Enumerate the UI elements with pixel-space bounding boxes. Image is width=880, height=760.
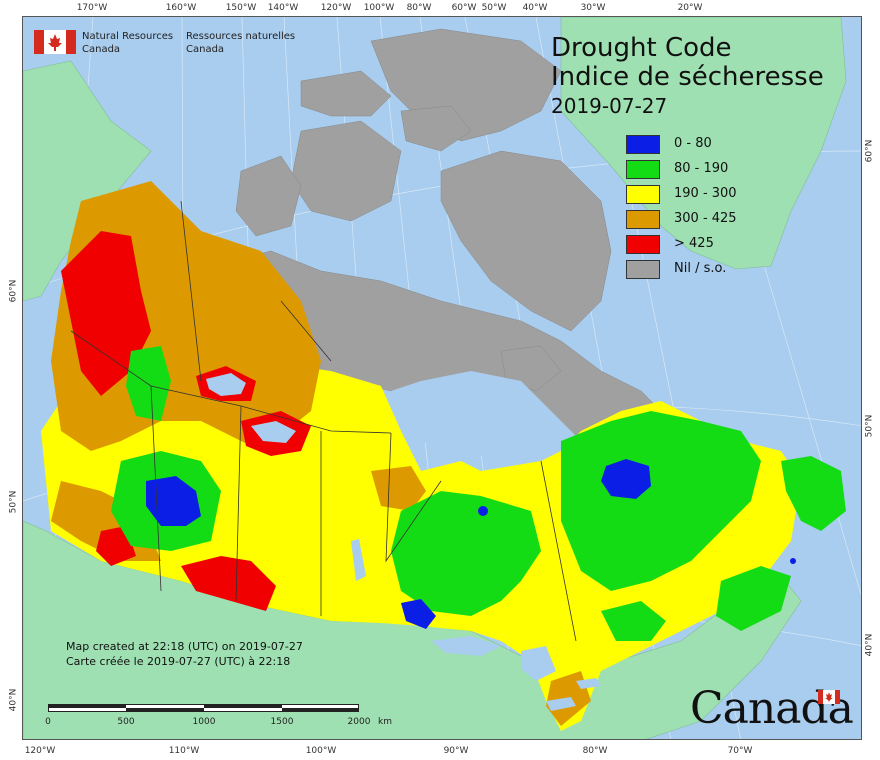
left-tick: 60°N [8, 279, 19, 303]
scale-segment [126, 708, 204, 712]
scale-label: 1500 [270, 717, 294, 727]
legend-label: 80 - 190 [674, 161, 729, 176]
ellesmere-island [370, 28, 562, 142]
bottom-tick: 110°W [168, 746, 200, 756]
baffin-island [440, 150, 612, 332]
top-tick: 30°W [580, 3, 606, 13]
title-en: Drought Code [551, 33, 732, 63]
map-title: Drought Code Indice de sécheresse 2019-0… [551, 34, 824, 120]
southampton-island [500, 345, 562, 392]
top-tick: 160°W [165, 3, 197, 13]
top-tick: 60°W [451, 3, 477, 13]
lake-superior [431, 636, 501, 656]
lake-winnipeg [351, 539, 366, 581]
scale-segment [282, 708, 359, 712]
agency-name-fr: Ressources naturelles Canada [186, 30, 295, 56]
zone-0-80-ontario [401, 599, 436, 629]
agency-en-line2: Canada [82, 44, 121, 55]
scale-segment [204, 704, 282, 708]
zone-80-190-maritimes [716, 566, 791, 631]
legend-swatch [626, 260, 660, 279]
scale-label: 0 [45, 717, 51, 727]
zone-gt-425-yukon [61, 231, 151, 396]
drought-zones [41, 181, 846, 731]
agency-name-en: Natural Resources Canada [82, 30, 173, 56]
top-tick: 20°W [677, 3, 703, 13]
legend-swatch [626, 160, 660, 179]
zone-gt-425-alberta-sask [181, 556, 276, 611]
zone-80-190-labrador [781, 456, 846, 531]
right-tick: 40°N [864, 633, 875, 657]
zone-80-190-ontario [391, 491, 541, 616]
banks-island [235, 155, 302, 237]
scale-unit: km [378, 717, 392, 727]
top-tick: 80°W [406, 3, 432, 13]
bottom-tick: 70°W [727, 746, 753, 756]
canada-flag-icon [34, 30, 76, 54]
legend-label: Nil / s.o. [674, 261, 727, 276]
arctic-no-data [230, 28, 662, 442]
legend-label: 0 - 80 [674, 136, 712, 151]
zone-80-190-south-ontario [601, 601, 666, 641]
top-tick: 150°W [225, 3, 257, 13]
title-fr: Indice de sécheresse [551, 62, 824, 92]
creation-note-en: Map created at 22:18 (UTC) on 2019-07-27 [66, 640, 303, 653]
scale-label: 2000 [347, 717, 371, 727]
left-tick: 40°N [8, 688, 19, 712]
legend-swatch [626, 185, 660, 204]
non-canada-land [23, 17, 847, 739]
lake-erie [546, 697, 576, 711]
victoria-island [290, 120, 402, 222]
canada-wordmark: Canada [690, 684, 854, 734]
zone-0-80-quebec [601, 459, 651, 499]
zone-80-190-quebec [561, 411, 761, 591]
parry-islands [300, 70, 392, 117]
bottom-tick: 90°W [443, 746, 469, 756]
zone-300-425-nw-ontario [371, 466, 426, 511]
agency-en-line1: Natural Resources [82, 31, 174, 42]
scale-label: 500 [117, 717, 135, 727]
agency-fr-line2: Canada [186, 44, 225, 55]
legend-swatch [626, 210, 660, 229]
creation-note: Map created at 22:18 (UTC) on 2019-07-27… [66, 639, 303, 669]
drought-map [23, 17, 861, 739]
map-date: 2019-07-27 [551, 94, 668, 118]
devon-island [400, 105, 472, 152]
bottom-tick: 120°W [24, 746, 56, 756]
bottom-tick: 80°W [582, 746, 608, 756]
zone-0-80-spot [790, 558, 796, 564]
left-tick: 50°N [8, 490, 19, 514]
top-tick: 40°W [522, 3, 548, 13]
legend-swatch [626, 235, 660, 254]
top-tick: 120°W [320, 3, 352, 13]
agency-fr-line1: Ressources naturelles [186, 31, 296, 42]
legend-swatch [626, 135, 660, 154]
creation-note-fr: Carte créée le 2019-07-27 (UTC) à 22:18 [66, 655, 291, 668]
lake-huron [521, 646, 556, 681]
top-tick: 50°W [481, 3, 507, 13]
great-slave-lake [251, 421, 296, 443]
hudson-bay [391, 371, 581, 471]
greenland [560, 17, 847, 270]
zone-0-80-spot [478, 506, 488, 516]
lakes [206, 373, 601, 711]
right-tick: 60°N [864, 139, 875, 163]
legend-label: > 425 [674, 236, 714, 251]
provincial-borders [70, 200, 577, 642]
top-tick: 170°W [76, 3, 108, 13]
legend-label: 300 - 425 [674, 211, 737, 226]
wordmark-flag-icon [818, 690, 840, 704]
zone-80-190-yukon [126, 346, 171, 421]
bottom-tick: 100°W [305, 746, 337, 756]
lake-ontario [576, 678, 601, 689]
scale-segment [48, 704, 126, 708]
top-tick: 100°W [363, 3, 395, 13]
legend-label: 190 - 300 [674, 186, 737, 201]
scale-label: 1000 [192, 717, 216, 727]
top-tick: 140°W [267, 3, 299, 13]
right-tick: 50°N [864, 414, 875, 438]
map-frame [22, 16, 862, 740]
great-bear-lake [206, 373, 246, 396]
zone-0-80-alberta [146, 476, 201, 526]
